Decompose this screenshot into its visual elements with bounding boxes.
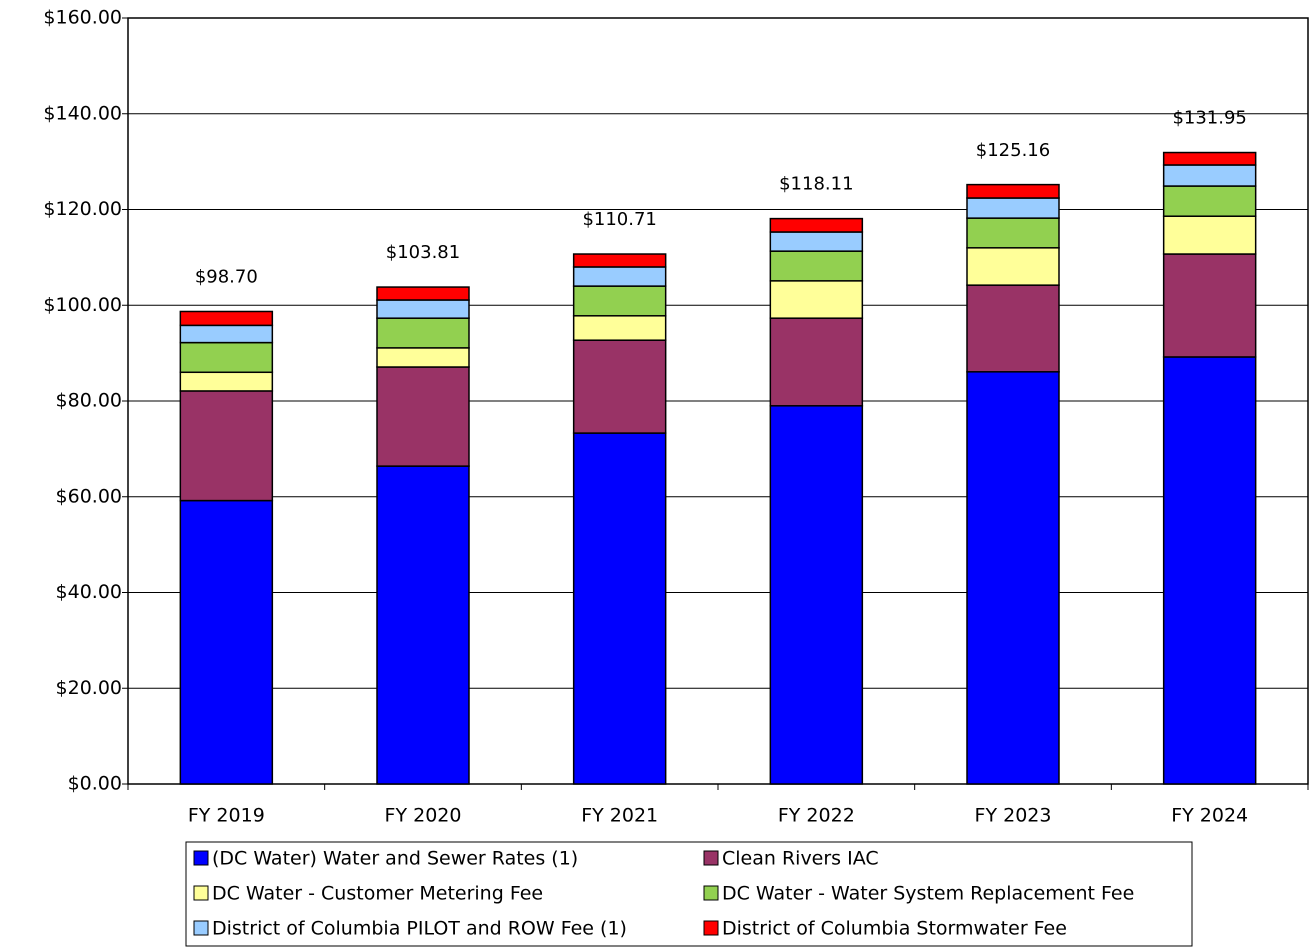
legend-box [185,841,1193,947]
bar-segment [1162,164,1257,187]
bar-segment [769,280,864,319]
bar-segment [1162,253,1257,358]
x-tick-label: FY 2024 [1171,805,1248,827]
bar-segment [966,284,1060,373]
bar-segment [966,371,1060,785]
y-tick-label: $60.00 [56,485,122,507]
y-tick-label: $100.00 [43,294,122,316]
legend-label: DC Water - Water System Replacement Fee [722,883,1134,905]
bar-segment [572,339,667,434]
x-tick-label: FY 2022 [778,805,855,827]
bar-segment [1162,151,1257,166]
bar-segment [376,317,470,349]
legend-label: DC Water - Customer Metering Fee [212,883,543,905]
bar-segment [179,499,274,785]
bar-segment [572,253,667,268]
bar-segment [769,231,864,252]
bar-segment [966,197,1060,219]
legend-label: District of Columbia PILOT and ROW Fee (… [212,918,627,940]
x-tick-label: FY 2019 [188,805,265,827]
bar-segment [179,371,274,392]
bar-segment [376,286,470,301]
bar-segment [966,247,1060,286]
y-tick-label: $160.00 [43,7,122,29]
bar-segment [179,310,274,327]
bar-segment [572,285,667,317]
bar-segment [769,217,864,233]
bar-segment [966,217,1060,249]
y-tick-label: $40.00 [56,581,122,603]
bar-segment [179,390,274,502]
bar-segment [179,324,274,344]
legend-swatch [703,850,719,866]
y-tick-label: $140.00 [43,102,122,124]
total-label: $110.71 [582,209,656,230]
x-tick-label: FY 2020 [385,805,462,827]
legend-swatch [703,920,719,936]
total-label: $131.95 [1172,107,1246,128]
bar-segment [1162,356,1257,785]
y-tick-label: $20.00 [56,677,122,699]
y-tick-label: $120.00 [43,198,122,220]
bar-segment [572,266,667,287]
total-label: $98.70 [195,266,258,287]
x-tick-label: FY 2023 [975,805,1052,827]
bar-segment [1162,185,1257,217]
total-label: $125.16 [976,140,1050,161]
bar-segment [376,299,470,319]
bar-segment [572,315,667,341]
legend-label: Clean Rivers IAC [722,848,879,870]
legend-swatch [193,920,209,936]
y-tick-label: $0.00 [68,773,122,795]
bar-segment [769,250,864,282]
total-label: $118.11 [779,174,853,195]
legend-swatch [193,850,209,866]
legend-swatch [703,885,719,901]
legend-swatch [193,885,209,901]
bar-segment [376,465,470,785]
legend-label: (DC Water) Water and Sewer Rates (1) [212,848,578,870]
x-tick-label: FY 2021 [581,805,658,827]
y-tick-label: $80.00 [56,390,122,412]
bar-segment [1162,215,1257,255]
bar-segment [376,347,470,368]
bar-segment [769,317,864,407]
bar-segment [966,183,1060,199]
bar-segment [769,405,864,785]
bar-segment [376,366,470,467]
bar-segment [572,432,667,785]
total-label: $103.81 [386,242,460,263]
bar-segment [179,341,274,374]
legend-label: District of Columbia Stormwater Fee [722,918,1067,940]
